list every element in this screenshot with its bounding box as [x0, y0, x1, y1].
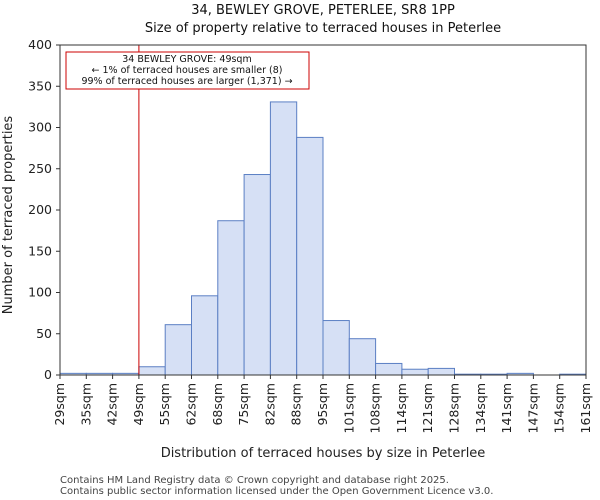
x-tick-label: 95sqm	[315, 383, 330, 426]
y-tick-label: 50	[36, 326, 52, 341]
x-tick-label: 62sqm	[184, 383, 199, 426]
x-tick-label: 75sqm	[236, 383, 251, 426]
annotation-box: 34 BEWLEY GROVE: 49sqm ← 1% of terraced …	[65, 51, 310, 90]
annotation-frame	[65, 51, 310, 90]
x-tick-label: 114sqm	[394, 383, 409, 433]
x-axis-label: Distribution of terraced houses by size …	[161, 446, 486, 461]
y-tick-label: 250	[28, 161, 52, 176]
x-tick-label: 121sqm	[420, 383, 435, 433]
bar-121sqm	[427, 367, 456, 376]
bar-55sqm	[164, 324, 192, 376]
x-tick-label: 108sqm	[368, 383, 383, 433]
x-tick-label: 141sqm	[499, 383, 514, 433]
x-tick-label: 161sqm	[578, 383, 593, 433]
x-tick-label: 82sqm	[262, 383, 277, 426]
bar-95sqm	[322, 320, 350, 376]
x-tick-label: 55sqm	[157, 383, 172, 426]
x-tick-label: 68sqm	[210, 383, 225, 426]
y-tick-label: 300	[28, 120, 52, 135]
x-tick-label: 128sqm	[447, 383, 462, 433]
y-tick-label: 100	[28, 285, 52, 300]
y-tick-label: 200	[28, 202, 52, 217]
bar-75sqm	[243, 174, 271, 376]
x-tick-label: 154sqm	[552, 383, 567, 433]
bars-group	[59, 101, 587, 376]
y-tick-label: 150	[28, 243, 52, 258]
y-tick-label: 350	[28, 78, 52, 93]
annotation-line-2: ← 1% of terraced houses are smaller (8)	[92, 65, 283, 76]
bar-49sqm	[138, 366, 166, 376]
bar-82sqm	[269, 101, 298, 376]
y-axis-label: Number of terraced properties	[1, 116, 16, 315]
y-axis-ticks: 0 50 100 150 200 250 300 350 400	[28, 37, 60, 382]
x-tick-label: 101sqm	[341, 383, 356, 433]
chart-title: 34, BEWLEY GROVE, PETERLEE, SR8 1PP	[191, 3, 455, 18]
x-tick-label: 42sqm	[105, 383, 120, 426]
bar-101sqm	[348, 338, 377, 376]
chart-subtitle: Size of property relative to terraced ho…	[145, 21, 501, 36]
x-tick-label: 29sqm	[52, 383, 67, 426]
x-tick-label: 88sqm	[289, 383, 304, 426]
annotation-line-3: 99% of terraced houses are larger (1,371…	[81, 76, 292, 87]
y-tick-label: 400	[28, 37, 52, 52]
footer-line-1: Contains HM Land Registry data © Crown c…	[60, 475, 449, 486]
footer-line-2: Contains public sector information licen…	[60, 486, 493, 497]
x-tick-label: 134sqm	[473, 383, 488, 433]
bar-62sqm	[191, 295, 219, 376]
x-tick-label: 147sqm	[525, 383, 540, 433]
x-axis-ticks: 29sqm 35sqm 42sqm 49sqm 55sqm 62sqm 68sqm 75sqm…	[52, 375, 593, 433]
bar-68sqm	[217, 220, 245, 376]
plot-frame	[59, 44, 587, 376]
bar-114sqm	[401, 368, 429, 376]
bar-108sqm	[375, 362, 403, 376]
x-tick-label: 49sqm	[131, 383, 146, 426]
annotation-line-1: 34 BEWLEY GROVE: 49sqm	[122, 54, 251, 65]
bar-88sqm	[296, 136, 324, 376]
x-tick-label: 35sqm	[78, 383, 93, 426]
y-tick-label: 0	[44, 367, 52, 382]
